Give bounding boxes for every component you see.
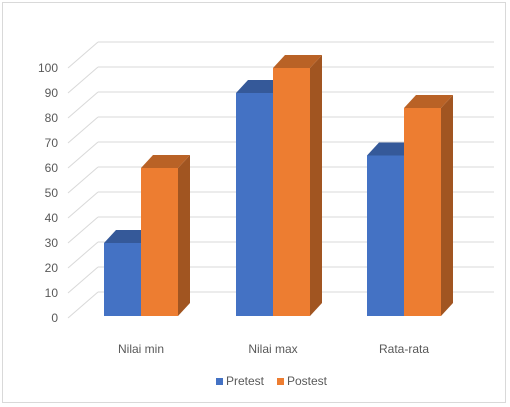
x-category-label: Nilai max xyxy=(248,342,297,356)
y-tick-label: 40 xyxy=(45,211,59,225)
legend-label-pretest: Pretest xyxy=(226,374,265,388)
bar-front xyxy=(404,108,441,316)
bar-front xyxy=(273,68,310,316)
y-tick-label: 10 xyxy=(45,286,59,300)
bar-top xyxy=(273,55,322,68)
legend-label-postest: Postest xyxy=(287,374,328,388)
legend: Pretest Postest xyxy=(216,374,328,388)
bar-side xyxy=(178,155,190,316)
bar-top xyxy=(104,230,153,243)
gridline-depth xyxy=(67,216,99,244)
bar-top xyxy=(236,80,285,93)
bar-top xyxy=(367,142,416,156)
legend-swatch-pretest xyxy=(216,378,223,385)
legend-swatch-postest xyxy=(277,378,284,385)
bar-side xyxy=(310,55,322,316)
gridline-depth xyxy=(67,291,99,319)
y-axis-ticks: 0 10 20 30 40 50 60 70 80 90 100 xyxy=(38,61,58,325)
gridline-depth xyxy=(67,266,99,294)
gridline-depth xyxy=(67,116,99,144)
bar-postest-1 xyxy=(273,55,322,316)
x-category-label: Rata-rata xyxy=(379,342,429,356)
gridline-depth xyxy=(67,41,99,69)
x-category-label: Nilai min xyxy=(118,342,164,356)
gridline-depth xyxy=(67,91,99,119)
y-tick-label: 80 xyxy=(45,111,59,125)
bar-postest-0 xyxy=(141,155,190,316)
y-tick-label: 30 xyxy=(45,236,59,250)
y-tick-label: 100 xyxy=(38,61,58,75)
x-axis-categories: Nilai min Nilai max Rata-rata xyxy=(118,342,429,356)
gridline-depth xyxy=(67,141,99,169)
y-tick-label: 60 xyxy=(45,161,59,175)
gridline-depth xyxy=(67,191,99,219)
bar-postest-2 xyxy=(404,95,453,316)
y-tick-label: 20 xyxy=(45,261,59,275)
y-tick-label: 90 xyxy=(45,86,59,100)
y-tick-label: 0 xyxy=(51,311,58,325)
bar-side xyxy=(441,95,453,316)
bar-front xyxy=(104,243,141,316)
y-tick-label: 50 xyxy=(45,186,59,200)
gridline-depth xyxy=(67,166,99,194)
bar-front xyxy=(367,155,404,316)
gridline-depth xyxy=(67,241,99,269)
bar-top xyxy=(404,95,453,108)
gridline-depth xyxy=(67,66,99,94)
bar-front xyxy=(236,93,273,316)
bar-top xyxy=(141,155,190,168)
y-tick-label: 70 xyxy=(45,136,59,150)
bars xyxy=(104,55,453,316)
bar-front xyxy=(141,168,178,316)
